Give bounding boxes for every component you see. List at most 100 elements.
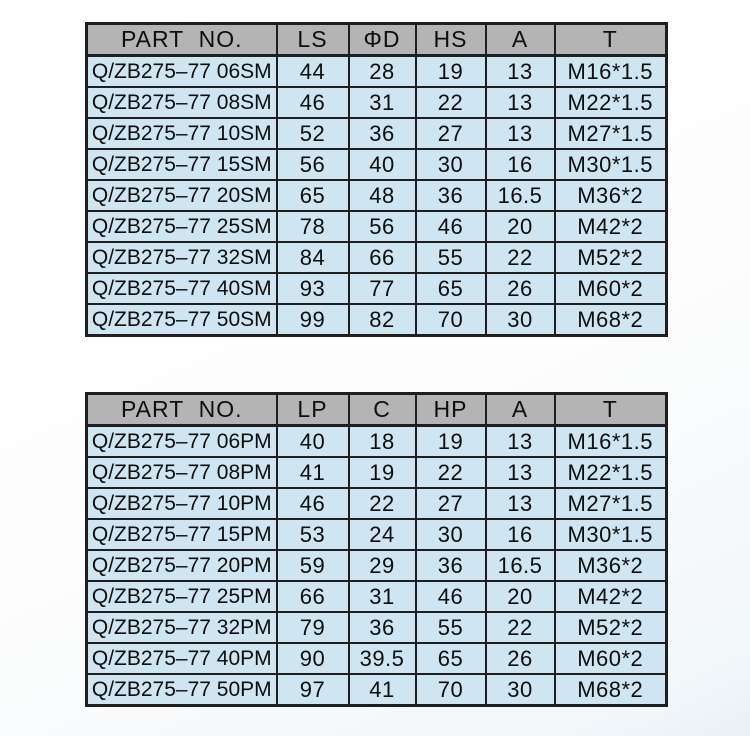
- value-cell: M36*2: [553, 549, 668, 582]
- value-cell: 13: [484, 456, 556, 489]
- value-cell: 13: [484, 424, 556, 458]
- value-cell: 26: [484, 272, 556, 305]
- value-cell: M22*1.5: [553, 86, 668, 119]
- value-cell: 36: [414, 549, 487, 582]
- value-cell: M30*1.5: [553, 148, 668, 181]
- table-row: Q/ZB275–77 25SM 78 56 46 20 M42*2: [85, 210, 668, 243]
- value-cell: 30: [484, 303, 556, 337]
- part-no-cell: Q/ZB275–77 20SM: [85, 179, 278, 212]
- value-cell: 78: [275, 210, 350, 243]
- value-cell: 28: [347, 54, 417, 88]
- value-cell: 16.5: [484, 549, 556, 582]
- value-cell: 90: [275, 642, 350, 675]
- value-cell: M42*2: [553, 210, 668, 243]
- value-cell: 82: [347, 303, 417, 337]
- table-row: Q/ZB275–77 15PM 53 24 30 16 M30*1.5: [85, 518, 668, 551]
- table-row: Q/ZB275–77 50PM 97 41 70 30 M68*2: [85, 673, 668, 707]
- table-row: Q/ZB275–77 15SM 56 40 30 16 M30*1.5: [85, 148, 668, 181]
- value-cell: 19: [414, 424, 487, 458]
- table-row: Q/ZB275–77 06SM 44 28 19 13 M16*1.5: [85, 54, 668, 88]
- value-cell: 22: [484, 241, 556, 274]
- part-no-cell: Q/ZB275–77 06PM: [85, 424, 278, 458]
- value-cell: M52*2: [553, 611, 668, 644]
- value-cell: 66: [275, 580, 350, 613]
- value-cell: 65: [275, 179, 350, 212]
- value-cell: M16*1.5: [553, 54, 668, 88]
- column-header: A: [484, 392, 556, 427]
- value-cell: 56: [347, 210, 417, 243]
- column-header: LS: [275, 22, 350, 57]
- table-row: Q/ZB275–77 50SM 99 82 70 30 M68*2: [85, 303, 668, 337]
- value-cell: 65: [414, 272, 487, 305]
- value-cell: 13: [484, 487, 556, 520]
- value-cell: 39.5: [347, 642, 417, 675]
- value-cell: 46: [275, 86, 350, 119]
- column-header: HP: [414, 392, 487, 427]
- value-cell: 31: [347, 86, 417, 119]
- value-cell: M60*2: [553, 272, 668, 305]
- column-header: HS: [414, 22, 487, 57]
- value-cell: M68*2: [553, 673, 668, 707]
- value-cell: 70: [414, 673, 487, 707]
- value-cell: 22: [414, 86, 487, 119]
- value-cell: 16.5: [484, 179, 556, 212]
- table-row: Q/ZB275–77 08SM 46 31 22 13 M22*1.5: [85, 86, 668, 119]
- value-cell: 27: [414, 487, 487, 520]
- value-cell: 84: [275, 241, 350, 274]
- value-cell: 20: [484, 580, 556, 613]
- column-header: C: [347, 392, 417, 427]
- value-cell: M27*1.5: [553, 117, 668, 150]
- value-cell: 52: [275, 117, 350, 150]
- table-row: Q/ZB275–77 40SM 93 77 65 26 M60*2: [85, 272, 668, 305]
- table-row: Q/ZB275–77 32SM 84 66 55 22 M52*2: [85, 241, 668, 274]
- value-cell: 24: [347, 518, 417, 551]
- value-cell: 40: [275, 424, 350, 458]
- value-cell: 36: [347, 611, 417, 644]
- part-no-cell: Q/ZB275–77 06SM: [85, 54, 278, 88]
- part-no-cell: Q/ZB275–77 50SM: [85, 303, 278, 337]
- value-cell: 22: [414, 456, 487, 489]
- value-cell: 30: [484, 673, 556, 707]
- value-cell: M42*2: [553, 580, 668, 613]
- table-row: Q/ZB275–77 10PM 46 22 27 13 M27*1.5: [85, 487, 668, 520]
- value-cell: 19: [347, 456, 417, 489]
- value-cell: 59: [275, 549, 350, 582]
- value-cell: 30: [414, 518, 487, 551]
- value-cell: 31: [347, 580, 417, 613]
- part-no-cell: Q/ZB275–77 10SM: [85, 117, 278, 150]
- table-row: Q/ZB275–77 32PM 79 36 55 22 M52*2: [85, 611, 668, 644]
- value-cell: 66: [347, 241, 417, 274]
- value-cell: 93: [275, 272, 350, 305]
- table-row: Q/ZB275–77 20PM 59 29 36 16.5 M36*2: [85, 549, 668, 582]
- part-no-cell: Q/ZB275–77 15PM: [85, 518, 278, 551]
- value-cell: 26: [484, 642, 556, 675]
- pm-series-table: PART NO. LP C HP A T Q/ZB275–77 06PM 40 18 19 13 M…: [85, 392, 668, 707]
- column-header-part-no: PART NO.: [85, 22, 278, 57]
- table-row: Q/ZB275–77 08PM 41 19 22 13 M22*1.5: [85, 456, 668, 489]
- value-cell: 55: [414, 611, 487, 644]
- table-row: Q/ZB275–77 06PM 40 18 19 13 M16*1.5: [85, 424, 668, 458]
- value-cell: 29: [347, 549, 417, 582]
- part-no-cell: Q/ZB275–77 32PM: [85, 611, 278, 644]
- value-cell: 55: [414, 241, 487, 274]
- column-header: ΦD: [347, 22, 417, 57]
- value-cell: 46: [414, 210, 487, 243]
- value-cell: 36: [414, 179, 487, 212]
- column-header: A: [484, 22, 556, 57]
- part-no-cell: Q/ZB275–77 08SM: [85, 86, 278, 119]
- value-cell: 30: [414, 148, 487, 181]
- table-row: Q/ZB275–77 10SM 52 36 27 13 M27*1.5: [85, 117, 668, 150]
- value-cell: 22: [347, 487, 417, 520]
- part-no-cell: Q/ZB275–77 25PM: [85, 580, 278, 613]
- value-cell: 46: [275, 487, 350, 520]
- part-no-cell: Q/ZB275–77 15SM: [85, 148, 278, 181]
- value-cell: 44: [275, 54, 350, 88]
- value-cell: 40: [347, 148, 417, 181]
- part-no-cell: Q/ZB275–77 40SM: [85, 272, 278, 305]
- value-cell: 46: [414, 580, 487, 613]
- value-cell: 27: [414, 117, 487, 150]
- sm-table-header-row: PART NO. LS ΦD HS A T: [85, 22, 668, 57]
- part-no-cell: Q/ZB275–77 08PM: [85, 456, 278, 489]
- value-cell: 77: [347, 272, 417, 305]
- value-cell: 19: [414, 54, 487, 88]
